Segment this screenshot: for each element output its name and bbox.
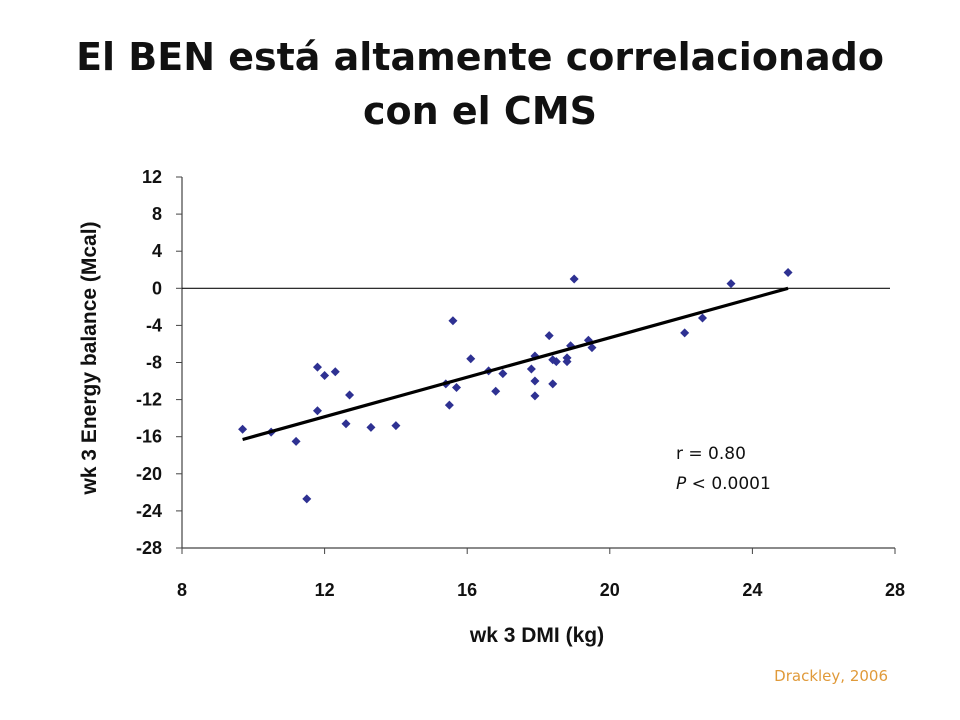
data-point — [544, 331, 554, 341]
annotation-p-value: < 0.0001 — [686, 474, 771, 494]
y-tick-label: -4 — [146, 315, 162, 335]
y-tick-label: -8 — [146, 353, 162, 373]
data-point — [448, 316, 458, 326]
x-tick-label: 20 — [600, 580, 620, 600]
x-tick-label: 24 — [742, 580, 762, 600]
y-axis-label: wk 3 Energy balance (Mcal) — [78, 221, 101, 495]
y-tick-label: 4 — [152, 241, 162, 261]
x-tick-label: 12 — [315, 580, 335, 600]
data-point — [320, 370, 330, 380]
title-line-1: El BEN está altamente correlacionado — [76, 35, 884, 79]
annotation-r: r = 0.80 — [676, 444, 746, 464]
y-tick-label: 8 — [152, 204, 162, 224]
slide-title: El BEN está altamente correlacionado con… — [0, 30, 960, 138]
annotation-p-prefix: P — [676, 474, 687, 494]
chart-axes — [176, 176, 896, 554]
y-tick-label: -12 — [136, 390, 162, 410]
data-point — [312, 406, 322, 416]
data-point — [391, 421, 401, 431]
data-point — [530, 376, 540, 386]
chart-tick-labels: 12 8 4 0 -4 -8 -12 -16 -20 -24 -28 8 12 16 20 24 28 — [136, 167, 905, 600]
trendline — [242, 286, 789, 442]
data-point — [366, 422, 376, 432]
data-point — [302, 494, 312, 504]
data-point — [697, 313, 707, 323]
data-point — [498, 369, 508, 379]
data-point — [680, 328, 690, 338]
regression-line — [242, 286, 789, 442]
data-point — [491, 386, 501, 396]
data-point — [452, 383, 462, 393]
data-points — [238, 268, 793, 504]
data-point — [548, 379, 558, 389]
title-line-2: con el CMS — [362, 89, 597, 133]
annotation-p: P < 0.0001 — [676, 474, 771, 494]
x-tick-label: 28 — [885, 580, 905, 600]
data-point — [444, 400, 454, 410]
data-point — [312, 362, 322, 372]
x-tick-label: 16 — [457, 580, 477, 600]
data-point — [562, 357, 572, 367]
y-tick-label: -20 — [136, 464, 162, 484]
data-point — [726, 279, 736, 289]
data-point — [569, 274, 579, 284]
data-point — [526, 364, 536, 374]
data-point — [341, 419, 351, 429]
data-point — [530, 391, 540, 401]
annotation-r-prefix: r — [676, 444, 683, 464]
source-citation: Drackley, 2006 — [774, 667, 888, 685]
data-point — [291, 436, 301, 446]
data-point — [238, 424, 248, 434]
data-point — [466, 354, 476, 364]
data-point — [587, 343, 597, 353]
y-tick-label: 12 — [142, 167, 162, 187]
annotation-r-value: = 0.80 — [683, 444, 746, 464]
data-point — [330, 367, 340, 377]
y-tick-label: 0 — [152, 278, 162, 298]
y-tick-label: -16 — [136, 427, 162, 447]
y-tick-label: -24 — [136, 501, 162, 521]
x-tick-label: 8 — [177, 580, 187, 600]
data-point — [551, 357, 561, 367]
y-tick-label: -28 — [136, 538, 162, 558]
data-point — [345, 390, 355, 400]
x-axis-label: wk 3 DMI (kg) — [469, 624, 604, 647]
data-point — [783, 268, 793, 278]
